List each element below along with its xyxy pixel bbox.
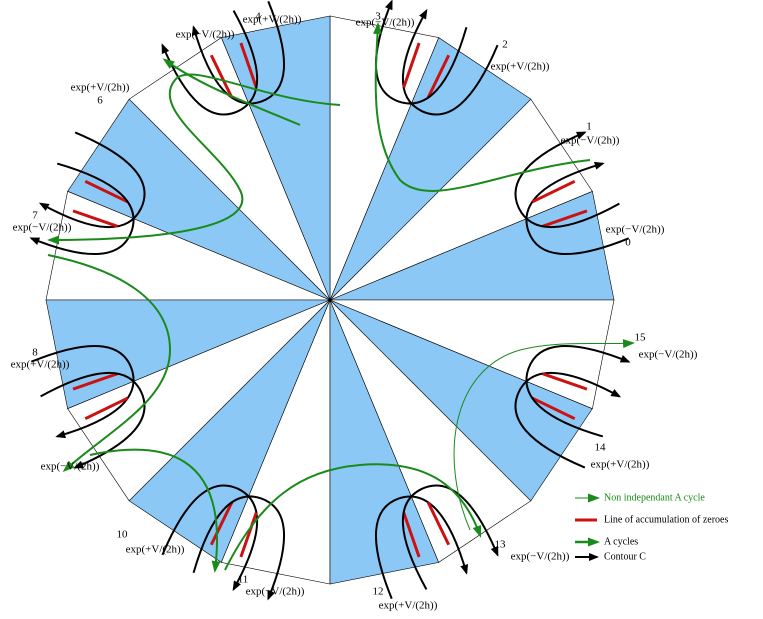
contour <box>514 131 620 229</box>
sector-weight: exp(−V/(2h)) <box>561 135 620 147</box>
legend-label: Line of accumulation of zeroes <box>604 514 728 525</box>
contour <box>30 345 135 439</box>
sector-number: 12 <box>373 586 384 598</box>
zero-line <box>402 42 421 88</box>
contour <box>375 495 469 600</box>
sector-weight: exp(−V/(2h)) <box>606 224 665 236</box>
zero-line <box>84 396 129 421</box>
sector-number: 4 <box>255 11 261 23</box>
sectors <box>45 15 615 585</box>
zero-line <box>72 372 118 391</box>
sector-number: 8 <box>32 347 38 359</box>
sector-weight: exp(−V/(2h)) <box>13 222 72 234</box>
zero-line <box>426 501 451 546</box>
labels: 0exp(−V/(2h))1exp(−V/(2h))2exp(+V/(2h))3… <box>11 11 698 612</box>
sector-weight: exp(−V/(2h)) <box>356 17 415 29</box>
sector-weight: exp(+V/(2h)) <box>591 459 650 471</box>
sector-number: 0 <box>625 237 631 249</box>
sector-weight: exp(+V/(2h)) <box>379 600 438 612</box>
sector-weight: exp(−V/(2h)) <box>246 586 305 598</box>
sector-number: 2 <box>502 39 508 51</box>
legend-label: A cycles <box>604 536 638 547</box>
zero-line <box>402 512 421 558</box>
sector-weight: exp(+V/(2h)) <box>11 359 70 371</box>
sector-number: 7 <box>32 210 38 222</box>
contour <box>191 0 285 105</box>
sector-number: 1 <box>586 121 592 133</box>
legend-label: Contour C <box>604 551 646 562</box>
sector-weight: exp(+V/(2h)) <box>243 14 302 26</box>
contour <box>29 162 135 255</box>
contour <box>401 484 499 590</box>
contour <box>161 10 259 116</box>
sector-number: 6 <box>97 95 103 107</box>
sector-weight: exp(+V/(2h)) <box>491 61 550 73</box>
contour <box>401 8 499 116</box>
sector-number: 10 <box>117 529 129 541</box>
zero-line <box>72 209 118 228</box>
legend-label: Non independant A cycle <box>604 492 705 503</box>
contour <box>192 495 285 601</box>
contours <box>29 0 631 601</box>
sector-number: 11 <box>238 574 249 586</box>
contour <box>40 371 146 469</box>
sector-weight: exp(−V/(2h)) <box>639 349 698 361</box>
sector-weight: exp(−V/(2h)) <box>511 551 570 563</box>
sector-weight: exp(+V/(2h)) <box>71 82 130 94</box>
sector-number: 3 <box>375 11 381 23</box>
sector-weight: exp(−V/(2h)) <box>176 29 235 41</box>
sector-number: 13 <box>495 539 507 551</box>
legend: Non independant A cycle Line of accumula… <box>575 492 728 562</box>
contour <box>161 484 259 592</box>
zero-line <box>209 54 234 99</box>
sector <box>329 299 615 410</box>
sector-weight: exp(+V/(2h)) <box>126 544 185 556</box>
sector-weight: exp(−V/(2h)) <box>41 461 100 473</box>
contour <box>514 371 622 469</box>
zero-line <box>209 501 234 546</box>
zero-line <box>542 372 588 391</box>
contour <box>525 161 630 255</box>
contour <box>525 345 631 438</box>
zero-line <box>531 179 576 204</box>
zero-line <box>239 42 258 88</box>
zero-line <box>239 512 258 558</box>
contour <box>38 131 146 229</box>
zero-line <box>542 209 588 228</box>
zero-line <box>84 179 129 204</box>
zero-line <box>426 54 451 99</box>
sector-number: 15 <box>635 332 647 344</box>
sector-number: 14 <box>595 442 607 454</box>
a-cycles <box>47 22 635 573</box>
zero-line <box>531 396 576 421</box>
